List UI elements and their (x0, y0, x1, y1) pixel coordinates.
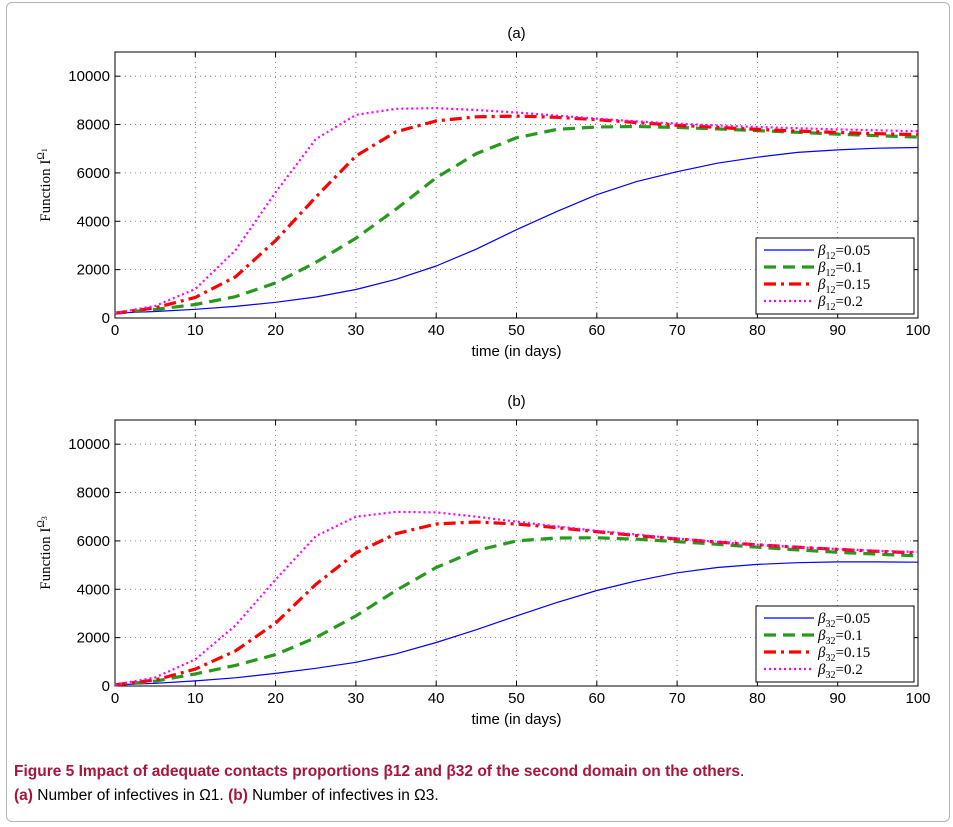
figure-caption: Figure 5 Impact of adequate contacts pro… (14, 760, 939, 808)
caption-part-a-label: (a) (14, 787, 33, 804)
caption-part-a-text: Number of infectives in Ω1. (37, 787, 224, 804)
caption-title: Figure 5 Impact of adequate contacts pro… (14, 763, 740, 780)
y-tick-label: 2000 (77, 630, 110, 647)
y-tick-label: 10000 (68, 68, 110, 85)
y-tick-label: 10000 (68, 436, 110, 453)
chart-panel-a: 0 10 20 30 40 50 60 70 80 90 100 0 2000 4000 6000 8000 1… (36, 25, 931, 360)
x-tick-label: 80 (749, 322, 766, 339)
legend-box (755, 237, 915, 315)
y-tick-label: 0 (102, 678, 110, 695)
x-tick-label: 20 (267, 690, 284, 707)
x-axis-label: time (in days) (471, 711, 561, 728)
chart-title: (b) (507, 393, 525, 410)
legend-entry-label: β32=0.2 (817, 662, 863, 681)
y-tick-label: 6000 (77, 533, 110, 550)
legend-entry-label: β32=0.15 (817, 645, 870, 664)
y-tick-label: 8000 (77, 117, 110, 134)
y-tick-label: 2000 (77, 262, 110, 279)
series-line-3 (114, 114, 919, 315)
x-tick-label: 10 (187, 690, 204, 707)
x-tick-label: 30 (348, 690, 365, 707)
x-tick-label: 50 (508, 690, 525, 707)
x-axis-label: time (in days) (471, 343, 561, 360)
legend-entry-label: β12=0.1 (817, 260, 863, 279)
y-tick-label: 6000 (77, 165, 110, 182)
legend-entry-label: β32=0.05 (817, 611, 870, 630)
chart-title: (a) (507, 25, 525, 42)
y-axis-label: Function IΩ1 (36, 148, 54, 222)
x-tick-label: 30 (348, 322, 365, 339)
legend-entry-label: β12=0.15 (817, 277, 870, 296)
caption-part-b-text: Number of infectives in Ω3. (252, 787, 439, 804)
legend-entry-label: β12=0.2 (817, 294, 863, 313)
x-tick-label: 60 (588, 322, 605, 339)
x-tick-label: 100 (905, 690, 930, 707)
x-tick-label: 20 (267, 322, 284, 339)
y-tick-label: 0 (102, 310, 110, 327)
chart-panel-b: 0 10 20 30 40 50 60 70 80 90 100 0 2000 4000 6000 8000 1… (36, 393, 931, 728)
series-line-2 (114, 536, 919, 687)
y-tick-label: 4000 (77, 581, 110, 598)
x-tick-label: 0 (111, 690, 119, 707)
series-line-1 (114, 146, 919, 314)
y-axis-label: Function IΩ3 (36, 516, 54, 590)
series-line-2 (114, 124, 919, 315)
y-tick-label: 8000 (77, 485, 110, 502)
x-tick-label: 70 (669, 690, 686, 707)
caption-title-end: . (740, 763, 745, 780)
legend-box (755, 605, 915, 683)
x-tick-label: 0 (111, 322, 119, 339)
x-tick-label: 80 (749, 690, 766, 707)
x-tick-label: 10 (187, 322, 204, 339)
x-tick-label: 60 (588, 690, 605, 707)
legend-entry-label: β32=0.1 (817, 628, 863, 647)
series-line-4 (114, 106, 919, 315)
legend-entry-label: β12=0.05 (817, 243, 870, 262)
series-line-3 (114, 520, 919, 687)
caption-part-b-label: (b) (228, 787, 248, 804)
figure-canvas: 0 10 20 30 40 50 60 70 80 90 100020004000600080001… (36, 25, 931, 728)
series-line-1 (114, 561, 919, 686)
x-tick-label: 90 (829, 690, 846, 707)
x-tick-label: 100 (905, 322, 930, 339)
x-tick-label: 40 (428, 322, 445, 339)
x-tick-label: 90 (829, 322, 846, 339)
x-tick-label: 70 (669, 322, 686, 339)
y-tick-label: 4000 (77, 213, 110, 230)
x-tick-label: 40 (428, 690, 445, 707)
x-tick-label: 50 (508, 322, 525, 339)
